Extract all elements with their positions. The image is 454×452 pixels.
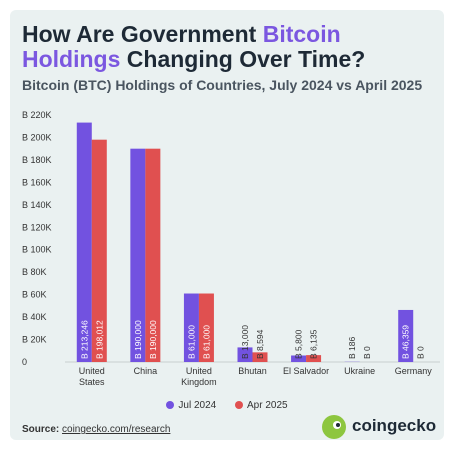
data-label-el-salvador-jul-2024: B 5,800 <box>294 329 304 359</box>
title-highlight-bitcoin: Bitcoin <box>262 21 341 47</box>
data-label-germany-apr-2025: B 0 <box>416 346 426 359</box>
title-part-1: How Are Government <box>22 21 263 47</box>
x-tick-label-united-states: United <box>79 366 105 376</box>
legend-swatch-jul-2024 <box>166 401 175 410</box>
x-tick-label-germany: Germany <box>395 366 433 376</box>
chart-title: How Are Government Bitcoin Holdings Chang… <box>22 22 436 72</box>
bar-united-kingdom-apr-2025[interactable] <box>198 293 214 362</box>
y-tick-label: B 120K <box>22 222 52 232</box>
data-label-united-states-jul-2024: B 213,246 <box>79 320 89 359</box>
gecko-icon <box>322 415 346 439</box>
x-tick-label-united-states: States <box>79 377 105 387</box>
y-tick-label: 0 <box>22 357 27 367</box>
chart-card: How Are Government Bitcoin Holdings Chang… <box>10 10 444 440</box>
legend-item-jul-2024[interactable]: Jul 2024 <box>166 400 216 411</box>
bar-united-states-apr-2025[interactable] <box>91 139 107 362</box>
legend-item-apr-2025[interactable]: Apr 2025 <box>235 400 288 411</box>
y-tick-label: B 140K <box>22 200 52 210</box>
source-label: Source: <box>22 424 60 435</box>
y-tick-label: B 200K <box>22 132 52 142</box>
x-tick-label-ukraine: Ukraine <box>344 366 375 376</box>
x-tick-label-united-kingdom: United <box>186 366 212 376</box>
source-note: Source: coingecko.com/research <box>22 424 170 435</box>
bar-bhutan-jul-2024[interactable] <box>237 347 253 362</box>
title-part-2: Changing Over Time? <box>120 46 366 72</box>
data-label-el-salvador-apr-2025: B 6,135 <box>309 329 319 359</box>
y-tick-label: B 160K <box>22 177 52 187</box>
data-label-ukraine-apr-2025: B 0 <box>362 346 372 359</box>
bar-el-salvador-apr-2025[interactable] <box>306 355 322 362</box>
data-label-united-states-apr-2025: B 198,012 <box>94 320 104 359</box>
data-label-bhutan-apr-2025: B 8,594 <box>255 329 265 359</box>
data-label-china-apr-2025: B 190,000 <box>148 320 158 359</box>
x-tick-label-bhutan: Bhutan <box>238 366 267 376</box>
legend-swatch-apr-2025 <box>235 401 243 410</box>
data-label-china-jul-2024: B 190,000 <box>133 320 143 359</box>
legend: Jul 2024 Apr 2025 <box>10 400 444 411</box>
source-link[interactable]: coingecko.com/research <box>62 424 171 435</box>
y-tick-label: B 40K <box>22 312 47 322</box>
y-tick-label: B 220K <box>22 110 52 120</box>
y-tick-label: B 80K <box>22 267 47 277</box>
data-label-bhutan-jul-2024: B 13,000 <box>240 325 250 359</box>
y-tick-label: B 20K <box>22 335 47 345</box>
chart-subtitle: Bitcoin (BTC) Holdings of Countries, Jul… <box>22 77 423 93</box>
bar-china-jul-2024[interactable] <box>130 148 146 362</box>
bar-china-apr-2025[interactable] <box>145 148 161 362</box>
y-tick-label: B 100K <box>22 245 52 255</box>
data-label-united-kingdom-apr-2025: B 61,000 <box>201 325 211 359</box>
data-label-united-kingdom-jul-2024: B 61,000 <box>186 325 196 359</box>
data-label-ukraine-jul-2024: B 186 <box>347 337 357 359</box>
y-tick-label: B 60K <box>22 290 47 300</box>
legend-label-jul-2024: Jul 2024 <box>178 400 217 411</box>
bar-united-kingdom-jul-2024[interactable] <box>183 293 199 362</box>
bar-el-salvador-jul-2024[interactable] <box>291 355 307 362</box>
x-tick-label-united-kingdom: Kingdom <box>181 377 217 387</box>
y-tick-label: B 180K <box>22 155 52 165</box>
bar-chart: 0 B 20K B 40K B 60K B 80K B 100K B 120K B 140K B… <box>22 110 440 387</box>
bar-bhutan-apr-2025[interactable] <box>252 352 268 362</box>
legend-label-apr-2025: Apr 2025 <box>247 400 288 411</box>
title-highlight-holdings: Holdings <box>22 46 121 72</box>
bar-germany-jul-2024[interactable] <box>398 309 414 362</box>
bar-united-states-jul-2024[interactable] <box>76 122 92 362</box>
brand-name: coingecko <box>352 416 437 435</box>
x-tick-label-china: China <box>134 366 158 376</box>
data-label-germany-jul-2024: B 46,359 <box>401 325 411 359</box>
x-tick-label-el-salvador: El Salvador <box>283 366 329 376</box>
